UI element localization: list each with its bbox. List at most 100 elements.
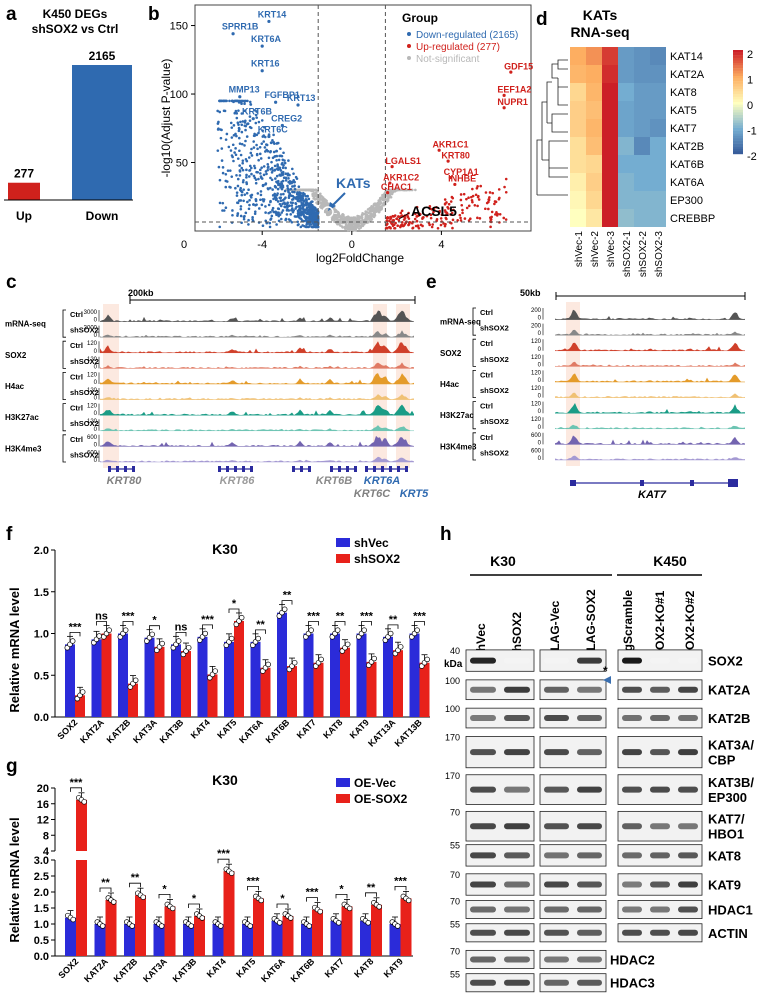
point-down	[269, 200, 272, 204]
point-ns	[373, 202, 377, 205]
blot-band	[678, 686, 698, 693]
heat-cell	[650, 47, 666, 65]
point-up	[439, 217, 443, 220]
point-ns	[385, 200, 389, 203]
g-y-tick-label: 3.0	[34, 855, 49, 867]
point-down	[279, 169, 283, 172]
point-down	[294, 207, 297, 210]
track-bracket	[472, 307, 476, 336]
point-down	[240, 112, 244, 115]
colorbar-tick: -2	[747, 151, 757, 163]
point-down	[226, 169, 230, 172]
blot-frame	[539, 873, 607, 896]
track-row-label: Ctrl	[70, 372, 83, 381]
heat-cell	[634, 65, 650, 83]
bar-shvec	[303, 633, 314, 717]
point-up	[428, 223, 431, 227]
g-y-tick-label: 16	[37, 799, 49, 811]
point-down	[290, 208, 293, 212]
track-ymin: 0	[94, 364, 98, 370]
point-down	[269, 149, 273, 153]
blot-label-4: EP300	[708, 790, 747, 805]
replicate-dot	[69, 638, 76, 644]
point-up	[393, 214, 397, 217]
f-legend-swatch	[336, 554, 350, 563]
point-down	[235, 191, 239, 194]
track-bracket	[62, 434, 66, 463]
point-down	[243, 193, 247, 196]
point-up	[392, 223, 395, 227]
blot-band	[678, 881, 698, 888]
point-ns	[336, 213, 340, 217]
point-down	[287, 204, 290, 208]
point-ns	[351, 225, 355, 228]
replicate-dot	[291, 659, 298, 666]
point-down	[292, 172, 295, 175]
panel-label-d: d	[536, 9, 548, 30]
g-category-label: KAT4	[205, 956, 228, 979]
point-down	[252, 140, 255, 143]
point-down	[222, 209, 226, 212]
blot-band	[504, 979, 530, 986]
point-up	[415, 205, 419, 209]
point-down	[254, 178, 258, 181]
point-down	[282, 151, 285, 155]
point-down	[231, 213, 234, 217]
sig-bracket	[335, 894, 348, 899]
track-ymax: 120	[87, 372, 98, 378]
sig-label: **	[131, 872, 140, 884]
point-down	[237, 126, 241, 130]
point-down	[266, 162, 270, 166]
point-down	[245, 191, 249, 195]
colorbar-step	[733, 125, 743, 129]
point-labeled-down	[280, 123, 284, 128]
point-ns	[344, 217, 348, 220]
heat-cell	[602, 101, 618, 119]
gene-exon	[218, 466, 221, 472]
point-down	[245, 176, 248, 179]
point-ns	[371, 206, 375, 209]
point-down	[268, 225, 272, 229]
legend-label-0: Down-regulated (2165)	[416, 30, 518, 41]
point-down	[298, 191, 301, 194]
colorbar-step	[733, 120, 743, 123]
point-ns	[360, 215, 363, 218]
heat-col-label: shSOX2-2	[638, 231, 649, 278]
point-down	[222, 99, 225, 103]
g-y-tick-label: 2.0	[34, 887, 49, 899]
replicate-dot	[394, 923, 401, 929]
point-down	[247, 156, 251, 159]
gene-label-lgals1: LGALS1	[385, 156, 421, 166]
point-down	[248, 164, 252, 168]
track-bracket	[62, 309, 66, 338]
bar-value-down: 2165	[89, 49, 116, 63]
bar-up	[8, 182, 40, 200]
e-gene-model: KAT7	[570, 479, 738, 501]
blot-band	[504, 881, 530, 888]
sig-bracket	[188, 903, 200, 908]
point-down	[242, 188, 245, 191]
point-down	[236, 212, 240, 216]
point-down	[296, 220, 299, 224]
point-ns	[345, 219, 348, 222]
volcano-x-label: log2FoldChange	[316, 251, 404, 265]
heat-cell	[634, 155, 650, 173]
point-down	[296, 212, 300, 215]
point-down	[275, 149, 278, 153]
heat-cell	[570, 119, 586, 137]
point-up	[439, 223, 443, 227]
bar-oe-vec	[242, 924, 253, 956]
point-down	[262, 183, 265, 187]
point-down	[271, 188, 274, 191]
point-down	[253, 210, 257, 214]
point-down	[221, 201, 225, 205]
point-down	[259, 198, 262, 202]
point-down	[303, 208, 307, 212]
gene-label-krt80: KRT80	[107, 475, 143, 487]
point-down	[250, 154, 254, 157]
point-down	[304, 211, 308, 215]
blot-kda-2: 100	[445, 704, 460, 714]
point-down	[225, 132, 229, 136]
point-down	[244, 119, 247, 123]
kat7-exon-3	[690, 480, 694, 486]
